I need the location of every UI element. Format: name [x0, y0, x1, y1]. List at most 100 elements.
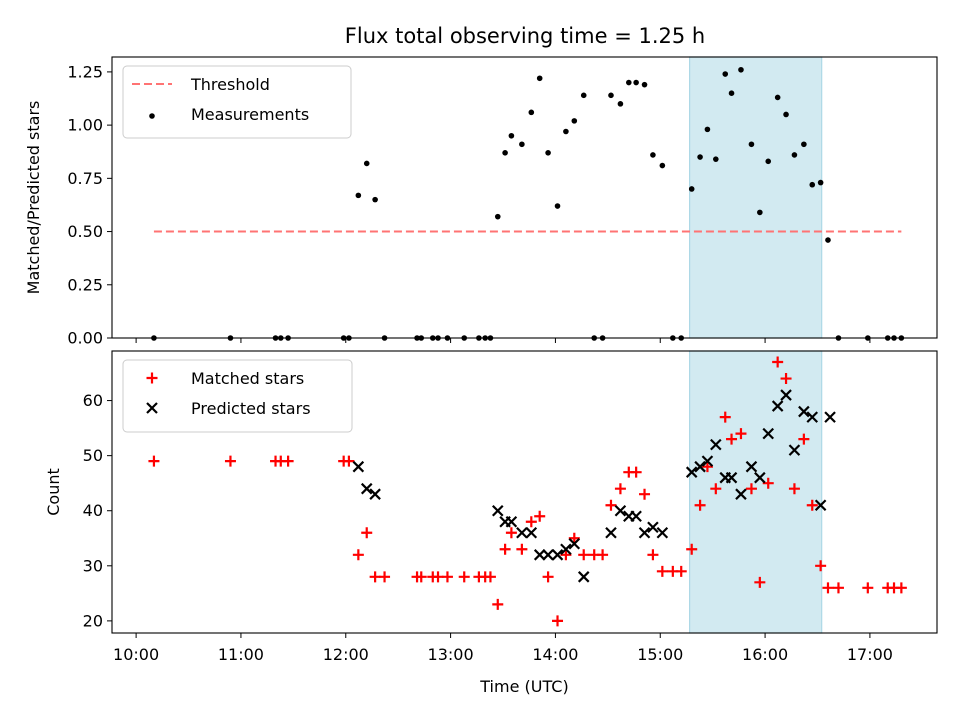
matched-star-point — [484, 571, 496, 583]
measurement-point — [519, 141, 525, 148]
matched-star-point — [379, 571, 391, 583]
predicted-star-point — [516, 526, 528, 539]
highlight-span — [689, 56, 823, 339]
measurement-point — [688, 186, 695, 192]
measurement-point — [641, 81, 648, 88]
measurement-point — [809, 181, 816, 188]
legend: Threshold Measurements — [122, 65, 352, 139]
measurement-point — [704, 126, 711, 133]
measurement-point — [825, 237, 831, 243]
legend-box — [122, 359, 353, 433]
x-tick-label: 15:00 — [637, 645, 683, 664]
matched-star-point — [798, 433, 810, 445]
measurement-point — [626, 79, 632, 86]
measurement-point — [502, 149, 508, 156]
measurement-point — [633, 79, 639, 86]
matched-star-point — [780, 373, 792, 385]
matched-star-point — [605, 499, 617, 511]
matched-star-point — [656, 565, 668, 577]
x-tick-label: 14:00 — [532, 645, 578, 664]
matched-star-point — [415, 571, 427, 583]
predicted-star-point — [788, 444, 801, 456]
predicted-star-point — [694, 460, 706, 473]
matched-star-point — [754, 576, 766, 588]
measurement-point — [563, 128, 569, 135]
matched-star-point — [282, 455, 294, 467]
matched-star-point — [352, 549, 364, 561]
measurement-point — [494, 213, 501, 220]
matched-star-point — [815, 560, 827, 572]
y-tick-label: 30 — [83, 556, 103, 575]
predicted-star-point — [491, 504, 504, 517]
matched-star-point — [806, 499, 818, 511]
series-measurements — [151, 66, 905, 341]
measurement-point — [545, 149, 551, 156]
matched-star-point — [614, 483, 626, 495]
legend-label: Threshold — [190, 75, 270, 94]
y-tick-label: 0.00 — [67, 329, 103, 348]
predicted-star-point — [605, 526, 617, 539]
x-axis-label: Time (UTC) — [479, 677, 568, 696]
measurement-point — [372, 196, 378, 203]
matched-star-point — [862, 582, 874, 594]
matched-star-point — [525, 516, 537, 528]
matched-star-point — [505, 527, 517, 539]
axes-frame — [111, 56, 938, 339]
matched-star-point — [694, 499, 706, 511]
predicted-star-point — [745, 460, 758, 473]
predicted-star-point — [533, 549, 546, 561]
matched-star-point — [369, 571, 381, 583]
highlight-span — [689, 350, 823, 634]
matched-star-point — [788, 483, 800, 495]
x-tick-label: 16:00 — [742, 645, 788, 664]
measurement-point — [757, 209, 763, 216]
predicted-star-point — [814, 499, 827, 511]
matched-star-point — [895, 582, 907, 594]
matched-star-point — [343, 455, 355, 467]
matched-star-point — [630, 466, 642, 478]
legend-measurement-swatch — [149, 113, 155, 119]
predicted-star-point — [762, 427, 775, 440]
y-tick-label: 1.00 — [67, 116, 103, 135]
matched-star-point — [432, 571, 444, 583]
measurement-point — [748, 141, 755, 148]
predicted-star-point — [525, 526, 538, 539]
measurement-point — [554, 203, 561, 209]
matched-star-point — [492, 598, 504, 610]
predicted-star-point — [780, 389, 792, 401]
measurement-point — [508, 132, 515, 139]
predicted-star-point — [647, 521, 659, 534]
legend-box — [122, 65, 352, 139]
measurement-point — [659, 162, 666, 169]
matched-star-point — [710, 483, 722, 495]
legend-label: Measurements — [191, 105, 309, 124]
predicted-star-point — [754, 471, 766, 484]
measurement-point — [536, 75, 543, 82]
top-panel-ratio: 0.00 0.25 0.50 0.75 1.00 1.25 Matched/Predicte… — [24, 56, 938, 348]
matched-star-point — [719, 411, 731, 423]
measurement-point — [791, 152, 798, 158]
predicted-star-point — [505, 515, 518, 528]
matched-star-point — [499, 543, 511, 555]
matched-star-point — [458, 571, 470, 583]
predicted-star-point — [614, 504, 627, 517]
matched-star-point — [686, 543, 698, 555]
matched-star-point — [745, 483, 757, 495]
matched-star-point — [516, 543, 528, 555]
bottom-panel-counts: 10:00 11:00 12:00 13:00 14:00 15:00 16:00 17:00… — [44, 350, 938, 696]
matched-star-point — [597, 549, 609, 561]
measurement-point — [363, 160, 370, 167]
matched-star-point — [578, 549, 590, 561]
predicted-star-point — [824, 411, 836, 423]
measurement-point — [765, 158, 772, 165]
y-axis-label: Count — [44, 468, 63, 516]
matched-star-point — [822, 582, 834, 594]
predicted-star-point — [735, 488, 747, 500]
predicted-star-point — [542, 549, 554, 561]
matched-star-point — [441, 571, 453, 583]
matched-star-point — [542, 571, 554, 583]
predicted-star-point — [685, 466, 698, 478]
axes-frame — [111, 350, 938, 634]
matched-star-point — [148, 455, 160, 467]
